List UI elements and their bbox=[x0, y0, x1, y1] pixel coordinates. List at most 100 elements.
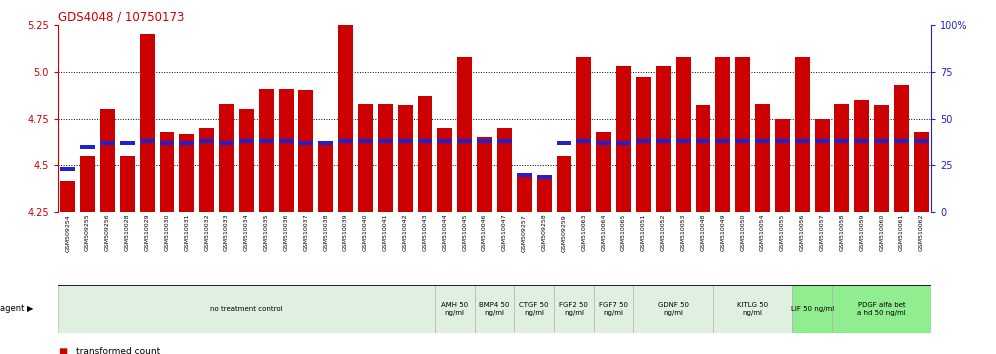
Bar bbox=[715, 57, 730, 212]
Bar bbox=[755, 139, 770, 143]
Bar bbox=[655, 139, 670, 143]
Bar bbox=[100, 141, 115, 145]
Bar bbox=[319, 143, 334, 212]
Bar bbox=[597, 132, 612, 212]
Bar bbox=[259, 139, 274, 143]
Bar bbox=[477, 137, 492, 212]
Bar bbox=[279, 139, 294, 143]
Text: KITLG 50
ng/ml: KITLG 50 ng/ml bbox=[737, 302, 768, 316]
Bar bbox=[358, 104, 373, 212]
Bar bbox=[279, 88, 294, 212]
Bar bbox=[377, 139, 392, 143]
Bar bbox=[457, 57, 472, 212]
Bar bbox=[358, 139, 373, 143]
Bar bbox=[594, 285, 633, 333]
Bar bbox=[259, 88, 274, 212]
Bar bbox=[655, 66, 670, 212]
Text: transformed count: transformed count bbox=[76, 347, 160, 354]
Bar bbox=[219, 141, 234, 145]
Bar bbox=[855, 100, 870, 212]
Bar bbox=[339, 139, 353, 143]
Bar bbox=[497, 139, 512, 143]
Bar bbox=[139, 34, 154, 212]
Bar bbox=[775, 119, 790, 212]
Bar bbox=[597, 141, 612, 145]
Text: LIF 50 ng/ml: LIF 50 ng/ml bbox=[791, 306, 834, 312]
Bar bbox=[437, 128, 452, 212]
Bar bbox=[894, 85, 909, 212]
Bar bbox=[675, 57, 690, 212]
Bar bbox=[617, 141, 631, 145]
Bar bbox=[815, 139, 830, 143]
Bar bbox=[755, 104, 770, 212]
Bar bbox=[695, 105, 710, 212]
Bar bbox=[299, 141, 314, 145]
Bar bbox=[695, 139, 710, 143]
Bar bbox=[874, 139, 889, 143]
Bar bbox=[835, 104, 850, 212]
Bar bbox=[417, 139, 432, 143]
Bar bbox=[832, 285, 931, 333]
Bar bbox=[735, 57, 750, 212]
Bar bbox=[477, 139, 492, 143]
Bar bbox=[457, 139, 472, 143]
Text: GDNF 50
ng/ml: GDNF 50 ng/ml bbox=[657, 302, 688, 316]
Bar bbox=[437, 139, 452, 143]
Text: GDS4048 / 10750173: GDS4048 / 10750173 bbox=[58, 11, 184, 24]
Bar bbox=[199, 139, 214, 143]
Bar bbox=[835, 139, 850, 143]
Bar bbox=[60, 181, 75, 212]
Bar bbox=[139, 139, 154, 143]
Bar bbox=[377, 104, 392, 212]
Bar bbox=[475, 285, 514, 333]
Text: FGF7 50
ng/ml: FGF7 50 ng/ml bbox=[600, 302, 628, 316]
Text: agent ▶: agent ▶ bbox=[0, 304, 34, 313]
Bar bbox=[795, 139, 810, 143]
Bar bbox=[815, 119, 830, 212]
Bar bbox=[120, 156, 134, 212]
Text: ■: ■ bbox=[58, 347, 67, 354]
Bar bbox=[179, 141, 194, 145]
Bar bbox=[199, 128, 214, 212]
Bar bbox=[914, 139, 929, 143]
Bar bbox=[715, 139, 730, 143]
Bar bbox=[617, 66, 631, 212]
Bar bbox=[219, 104, 234, 212]
Bar bbox=[894, 139, 909, 143]
Bar bbox=[120, 141, 134, 145]
Text: AMH 50
ng/ml: AMH 50 ng/ml bbox=[441, 302, 468, 316]
Bar bbox=[517, 175, 532, 212]
Bar bbox=[633, 285, 713, 333]
Bar bbox=[80, 145, 95, 149]
Bar bbox=[577, 57, 592, 212]
Bar bbox=[874, 105, 889, 212]
Bar bbox=[397, 139, 412, 143]
Bar bbox=[435, 285, 475, 333]
Text: PDGF alfa bet
a hd 50 ng/ml: PDGF alfa bet a hd 50 ng/ml bbox=[858, 302, 906, 316]
Bar bbox=[239, 109, 254, 212]
Text: CTGF 50
ng/ml: CTGF 50 ng/ml bbox=[520, 302, 549, 316]
Bar bbox=[80, 156, 95, 212]
Bar bbox=[299, 90, 314, 212]
Bar bbox=[58, 285, 435, 333]
Bar bbox=[100, 109, 115, 212]
Bar bbox=[517, 173, 532, 177]
Bar bbox=[319, 141, 334, 145]
Bar bbox=[159, 141, 174, 145]
Bar bbox=[537, 175, 552, 179]
Bar bbox=[497, 128, 512, 212]
Bar bbox=[636, 77, 650, 212]
Bar bbox=[554, 285, 594, 333]
Bar bbox=[339, 25, 353, 212]
Bar bbox=[179, 133, 194, 212]
Bar bbox=[713, 285, 792, 333]
Bar bbox=[775, 139, 790, 143]
Text: FGF2 50
ng/ml: FGF2 50 ng/ml bbox=[560, 302, 589, 316]
Bar bbox=[795, 57, 810, 212]
Bar bbox=[577, 139, 592, 143]
Bar bbox=[557, 141, 572, 145]
Bar bbox=[792, 285, 832, 333]
Bar bbox=[557, 156, 572, 212]
Bar bbox=[636, 139, 650, 143]
Bar bbox=[735, 139, 750, 143]
